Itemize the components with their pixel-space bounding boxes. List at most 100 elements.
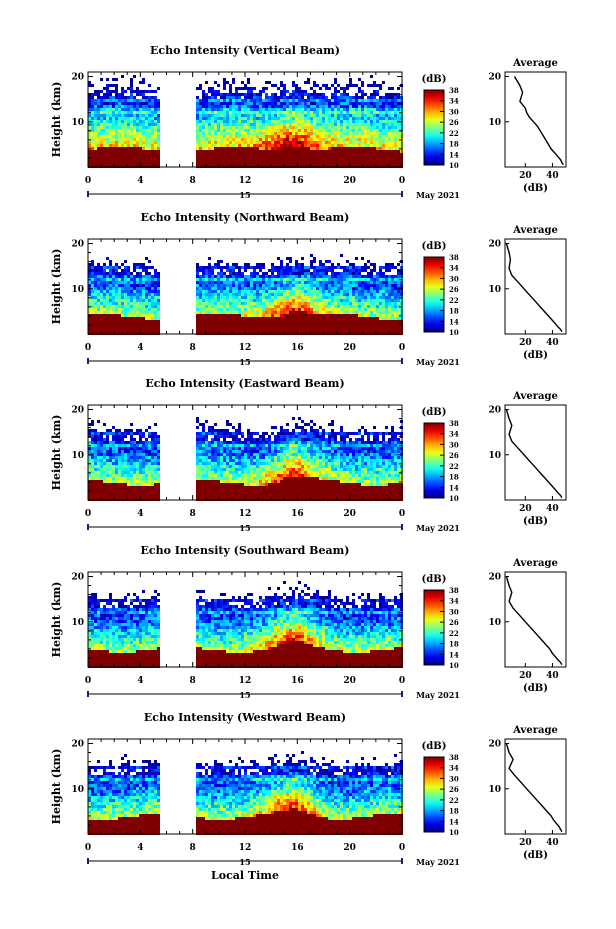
- heatmap-cell: [235, 141, 238, 144]
- heatmap-cell: [394, 278, 397, 281]
- heatmap-cell: [118, 114, 121, 117]
- heatmap-cell: [106, 99, 109, 102]
- heatmap-cell: [274, 105, 277, 108]
- heatmap-cell: [376, 111, 379, 114]
- heatmap-cell: [280, 311, 283, 314]
- heatmap-cell: [334, 162, 337, 165]
- heatmap-cell: [241, 323, 244, 326]
- heatmap-cell: [136, 126, 139, 129]
- heatmap-cell: [382, 129, 385, 132]
- heatmap-cell: [109, 123, 112, 126]
- heatmap-cell: [133, 263, 136, 266]
- heatmap-cell: [259, 126, 262, 129]
- heatmap-cell: [136, 287, 139, 290]
- heatmap-cell: [229, 269, 232, 272]
- heatmap-cell: [316, 269, 319, 272]
- heatmap-cell: [253, 153, 256, 156]
- heatmap-cell: [103, 447, 106, 450]
- heatmap-cell: [394, 147, 397, 150]
- heatmap-cell: [142, 99, 145, 102]
- heatmap-cell: [226, 159, 229, 162]
- heatmap-cell: [139, 278, 142, 281]
- heatmap-cell: [364, 153, 367, 156]
- heatmap-cell: [196, 147, 199, 150]
- heatmap-cell: [94, 474, 97, 477]
- heatmap-cell: [94, 302, 97, 305]
- heatmap-cell: [373, 81, 376, 84]
- heatmap-cell: [295, 278, 298, 281]
- heatmap-cell: [100, 314, 103, 317]
- heatmap-cell: [373, 314, 376, 317]
- heatmap-cell: [319, 138, 322, 141]
- heatmap-cell: [244, 311, 247, 314]
- heatmap-cell: [301, 287, 304, 290]
- heatmap-cell: [304, 308, 307, 311]
- heatmap-cell: [304, 102, 307, 105]
- heatmap-cell: [310, 266, 313, 269]
- heatmap-cell: [379, 299, 382, 302]
- heatmap-cell: [313, 162, 316, 165]
- heatmap-cell: [202, 293, 205, 296]
- heatmap-cell: [229, 329, 232, 332]
- heatmap-cell: [307, 147, 310, 150]
- heatmap-cell: [202, 117, 205, 120]
- heatmap-cell: [361, 284, 364, 287]
- heatmap-cell: [118, 311, 121, 314]
- average-x-tick-label: 40: [546, 171, 559, 181]
- heatmap-cell: [115, 266, 118, 269]
- heatmap-cell: [250, 296, 253, 299]
- heatmap-cell: [241, 299, 244, 302]
- heatmap-cell: [313, 135, 316, 138]
- heatmap-cell: [100, 117, 103, 120]
- heatmap-cell: [286, 269, 289, 272]
- heatmap-cell: [247, 326, 250, 329]
- heatmap-cell: [382, 323, 385, 326]
- heatmap-cell: [352, 290, 355, 293]
- heatmap-cell: [307, 326, 310, 329]
- heatmap-cell: [250, 329, 253, 332]
- heatmap-cell: [88, 150, 91, 153]
- heatmap-cell: [136, 93, 139, 96]
- heatmap-cell: [106, 135, 109, 138]
- heatmap-cell: [154, 272, 157, 275]
- colorbar-tick-label: 38: [449, 253, 459, 262]
- heatmap-cell: [388, 141, 391, 144]
- heatmap-cell: [301, 278, 304, 281]
- heatmap-cell: [259, 135, 262, 138]
- heatmap-cell: [301, 272, 304, 275]
- heatmap-cell: [124, 99, 127, 102]
- heatmap-cell: [244, 144, 247, 147]
- heatmap-cell: [394, 129, 397, 132]
- heatmap-cell: [232, 150, 235, 153]
- heatmap-cell: [103, 323, 106, 326]
- heatmap-cell: [142, 311, 145, 314]
- heatmap-cell: [112, 138, 115, 141]
- heatmap-cell: [94, 450, 97, 453]
- heatmap-cell: [262, 129, 265, 132]
- heatmap-cell: [307, 99, 310, 102]
- heatmap-cell: [370, 114, 373, 117]
- heatmap-cell: [91, 486, 94, 489]
- heatmap-cell: [88, 459, 91, 462]
- heatmap-cell: [394, 299, 397, 302]
- heatmap-cell: [325, 272, 328, 275]
- heatmap-cell: [394, 162, 397, 165]
- heatmap-cell: [307, 141, 310, 144]
- heatmap-cell: [88, 135, 91, 138]
- heatmap-cell: [277, 290, 280, 293]
- heatmap-cell: [337, 129, 340, 132]
- heatmap-cell: [94, 329, 97, 332]
- heatmap-cell: [229, 317, 232, 320]
- heatmap-cell: [391, 290, 394, 293]
- heatmap-cell: [241, 144, 244, 147]
- heatmap-cell: [157, 278, 160, 281]
- heatmap-cell: [385, 296, 388, 299]
- heatmap-cell: [94, 266, 97, 269]
- heatmap-cell: [268, 302, 271, 305]
- heatmap-cell: [319, 314, 322, 317]
- heatmap-cell: [91, 438, 94, 441]
- heatmap-cell: [235, 162, 238, 165]
- heatmap-cell: [142, 141, 145, 144]
- heatmap-cell: [304, 284, 307, 287]
- heatmap-cell: [292, 308, 295, 311]
